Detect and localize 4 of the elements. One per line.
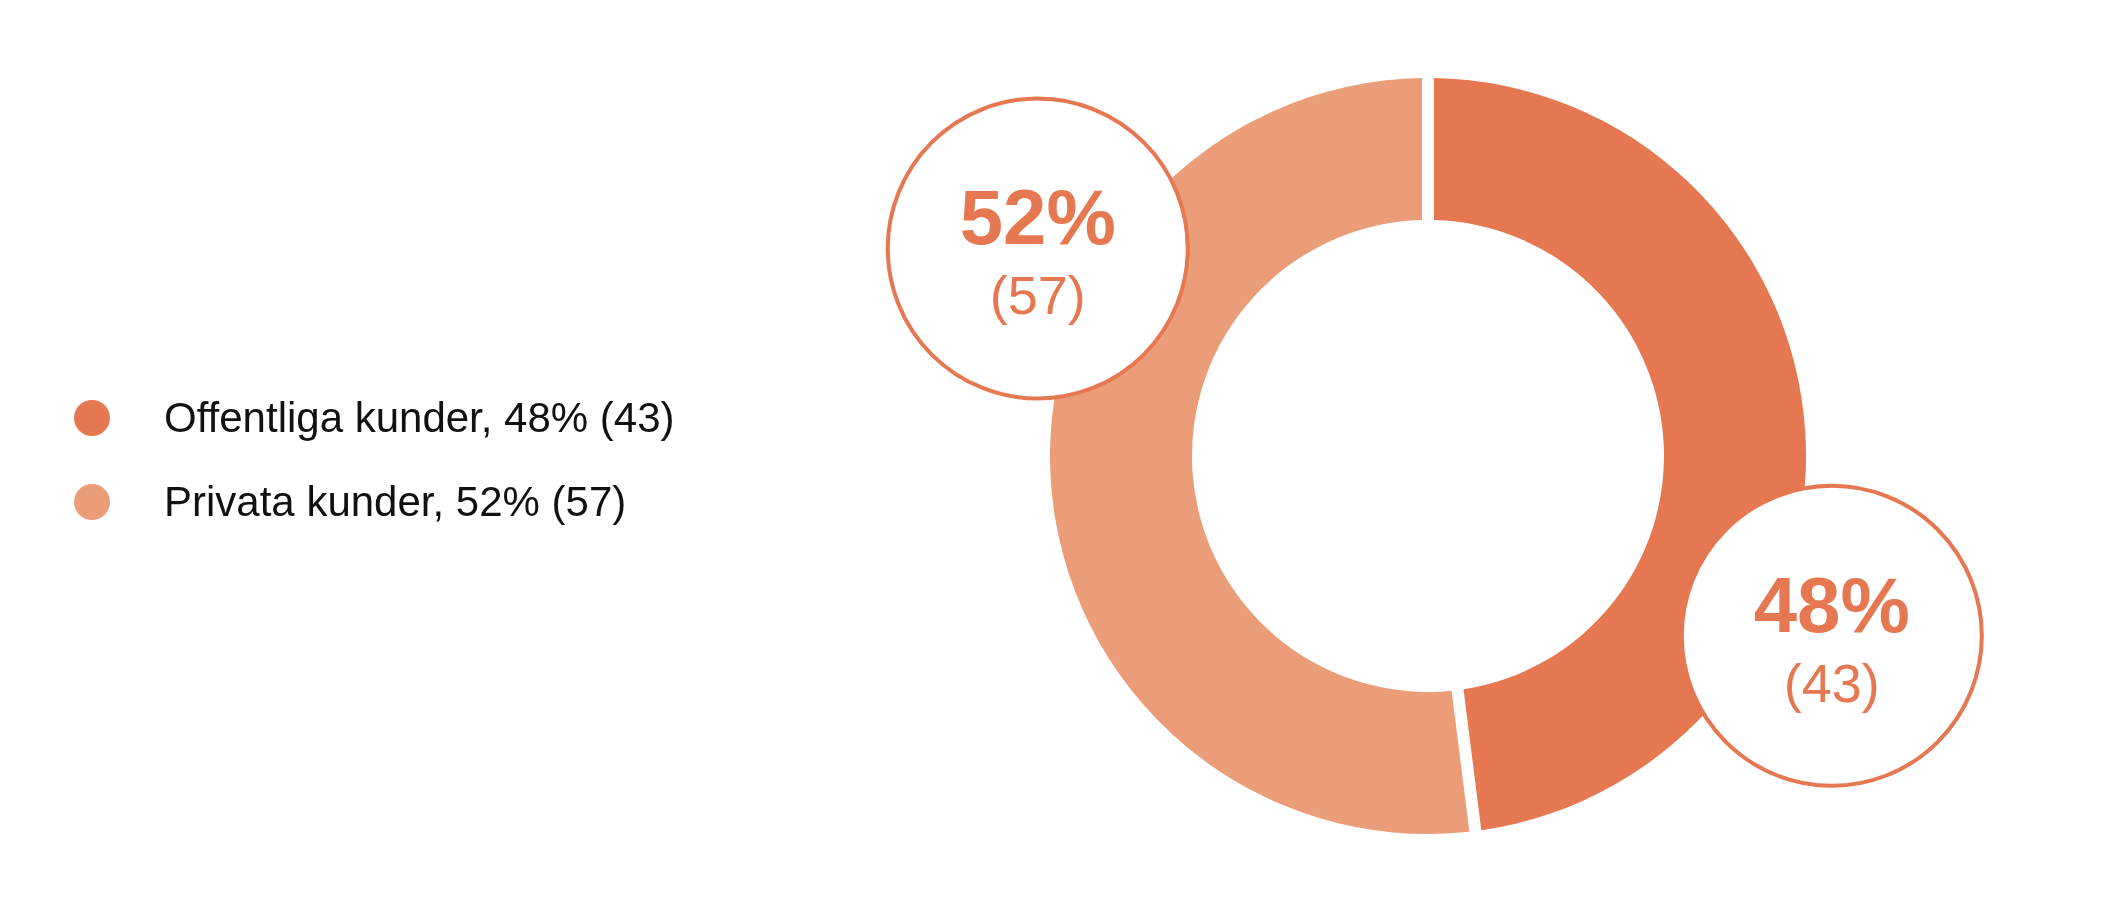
data-label: 52% (57) bbox=[959, 173, 1116, 326]
legend-label: Privata kunder, 52% (57) bbox=[164, 478, 627, 525]
legend-label: Offentliga kunder, 48% (43) bbox=[164, 394, 675, 441]
data-label: 48% (43) bbox=[1753, 560, 1910, 713]
